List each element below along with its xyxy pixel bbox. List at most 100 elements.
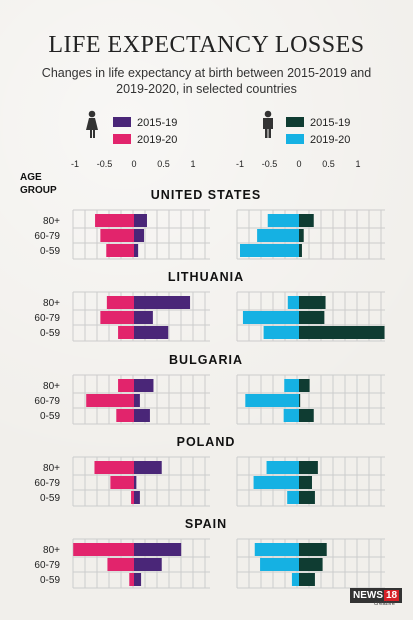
age-group-label: 60-79 bbox=[34, 313, 60, 324]
bar-male-2019_20 bbox=[267, 214, 299, 227]
age-group-label: 0-59 bbox=[40, 575, 60, 586]
tick-label: -1 bbox=[236, 159, 244, 169]
bar-female-2015_19 bbox=[134, 573, 142, 586]
bar-female-2019_20 bbox=[95, 214, 134, 227]
tick-label: 1 bbox=[355, 159, 360, 169]
age-group-label: 0-59 bbox=[40, 328, 60, 339]
age-group-header: AGE GROUP bbox=[20, 171, 57, 197]
news18-logo: NEWS 18 bbox=[350, 588, 403, 603]
bar-male-2019_20 bbox=[284, 379, 299, 392]
age-group-label: 0-59 bbox=[40, 411, 60, 422]
bar-male-2019_20 bbox=[283, 409, 299, 422]
logo-subtext: creative bbox=[374, 601, 396, 607]
age-group-label: 0-59 bbox=[40, 246, 60, 257]
bar-male-2015_19 bbox=[299, 491, 315, 504]
bar-male-2015_19 bbox=[299, 326, 385, 339]
age-group-label: 80+ bbox=[43, 463, 60, 474]
bar-male-2019_20 bbox=[257, 229, 299, 242]
tick-label: 0.5 bbox=[322, 159, 335, 169]
bar-male-2019_20 bbox=[291, 573, 299, 586]
bar-female-2015_19 bbox=[134, 311, 153, 324]
bar-female-2015_19 bbox=[134, 394, 140, 407]
age-group-label: 60-79 bbox=[34, 396, 60, 407]
page-title: LIFE EXPECTANCY LOSSES bbox=[48, 32, 365, 58]
bar-female-2015_19 bbox=[134, 326, 169, 339]
age-group-label: 60-79 bbox=[34, 478, 60, 489]
bar-female-2019_20 bbox=[100, 311, 134, 324]
country-title: SPAIN bbox=[185, 517, 227, 531]
female-icon bbox=[86, 118, 98, 138]
age-group-label: 0-59 bbox=[40, 493, 60, 504]
bar-female-2019_20 bbox=[106, 244, 134, 257]
country-title: POLAND bbox=[177, 435, 236, 449]
bar-male-2019_20 bbox=[253, 476, 299, 489]
bar-male-2019_20 bbox=[287, 491, 299, 504]
bar-female-2015_19 bbox=[134, 543, 182, 556]
legend-swatch bbox=[113, 134, 131, 144]
bar-female-2015_19 bbox=[134, 296, 191, 309]
bar-female-2019_20 bbox=[129, 573, 134, 586]
bar-male-2015_19 bbox=[299, 214, 314, 227]
bar-female-2015_19 bbox=[134, 229, 145, 242]
age-header-line-2: GROUP bbox=[20, 185, 57, 196]
tick-label: 0 bbox=[131, 159, 136, 169]
age-group-label: 80+ bbox=[43, 381, 60, 392]
age-group-label: 80+ bbox=[43, 298, 60, 309]
bar-female-2019_20 bbox=[94, 461, 134, 474]
age-group-label: 80+ bbox=[43, 545, 60, 556]
legend-swatch bbox=[286, 134, 304, 144]
logo-number: 18 bbox=[384, 590, 400, 601]
tick-label: 1 bbox=[190, 159, 195, 169]
country-title: UNITED STATES bbox=[151, 188, 261, 202]
bar-male-2015_19 bbox=[299, 543, 327, 556]
bar-male-2015_19 bbox=[299, 229, 304, 242]
tick-label: -1 bbox=[71, 159, 79, 169]
bar-male-2015_19 bbox=[299, 296, 326, 309]
age-group-label: 80+ bbox=[43, 216, 60, 227]
bar-female-2019_20 bbox=[116, 409, 134, 422]
bar-male-2015_19 bbox=[299, 311, 325, 324]
bar-female-2019_20 bbox=[110, 476, 134, 489]
logo-text: NEWS bbox=[353, 590, 383, 601]
bar-female-2019_20 bbox=[73, 543, 134, 556]
bar-female-2015_19 bbox=[134, 244, 139, 257]
legend-label: 2019-20 bbox=[137, 134, 177, 146]
bar-female-2015_19 bbox=[134, 476, 137, 489]
bar-male-2019_20 bbox=[263, 326, 299, 339]
bar-male-2015_19 bbox=[299, 476, 312, 489]
age-group-label: 60-79 bbox=[34, 560, 60, 571]
male-icon-head bbox=[264, 110, 272, 118]
country-title: BULGARIA bbox=[169, 353, 243, 367]
male-icon bbox=[263, 118, 273, 138]
bar-male-2015_19 bbox=[299, 379, 310, 392]
bar-female-2015_19 bbox=[134, 214, 147, 227]
bar-male-2019_20 bbox=[240, 244, 299, 257]
bar-male-2015_19 bbox=[299, 409, 314, 422]
bar-female-2019_20 bbox=[100, 229, 134, 242]
page-subtitle: Changes in life expectancy at birth betw… bbox=[41, 66, 372, 96]
bar-male-2015_19 bbox=[299, 573, 315, 586]
tick-label: -0.5 bbox=[262, 159, 278, 169]
legend-swatch bbox=[286, 117, 304, 127]
bar-male-2019_20 bbox=[245, 394, 299, 407]
bar-female-2019_20 bbox=[118, 326, 134, 339]
country-title: LITHUANIA bbox=[168, 270, 244, 284]
bar-female-2015_19 bbox=[134, 409, 150, 422]
bar-male-2015_19 bbox=[299, 461, 318, 474]
age-header-line-1: AGE bbox=[20, 172, 42, 183]
tick-label: -0.5 bbox=[97, 159, 113, 169]
bar-female-2015_19 bbox=[134, 461, 162, 474]
bar-female-2019_20 bbox=[118, 379, 134, 392]
tick-label: 0.5 bbox=[157, 159, 170, 169]
bar-female-2015_19 bbox=[134, 379, 154, 392]
legend-label: 2015-19 bbox=[310, 117, 350, 129]
bar-male-2019_20 bbox=[242, 311, 299, 324]
bar-male-2015_19 bbox=[299, 558, 323, 571]
age-group-label: 60-79 bbox=[34, 231, 60, 242]
bar-male-2019_20 bbox=[266, 461, 299, 474]
bar-male-2019_20 bbox=[260, 558, 299, 571]
bar-female-2015_19 bbox=[134, 491, 140, 504]
bar-male-2015_19 bbox=[299, 394, 301, 407]
legend-label: 2015-19 bbox=[137, 117, 177, 129]
